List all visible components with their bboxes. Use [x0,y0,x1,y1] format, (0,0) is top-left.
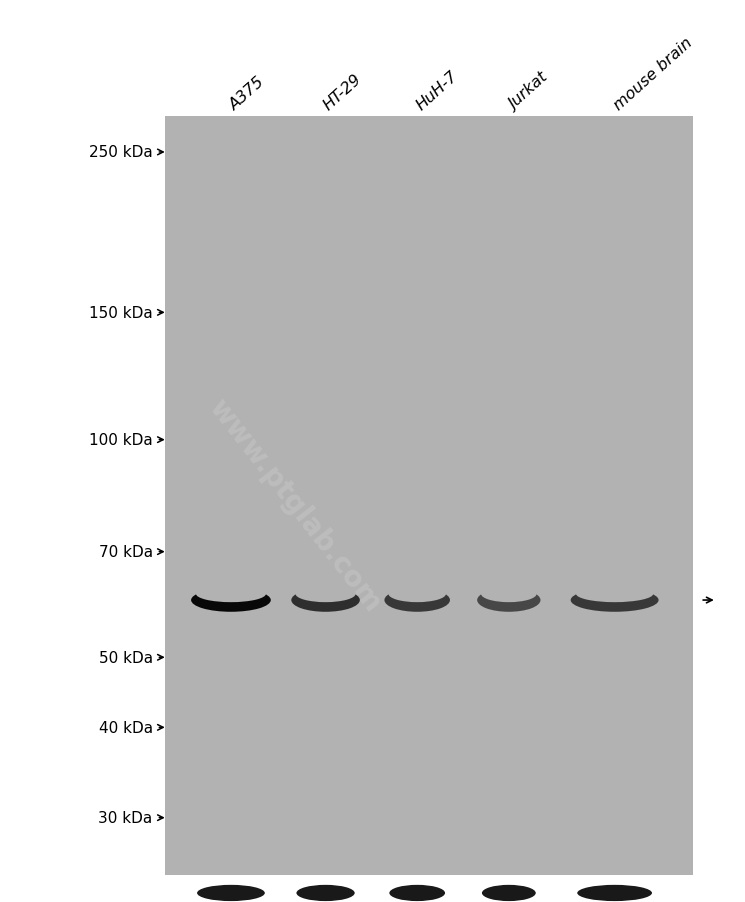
Ellipse shape [291,589,360,612]
Bar [165,117,693,875]
Ellipse shape [577,885,652,901]
Ellipse shape [390,885,445,901]
Text: www.ptglab.com: www.ptglab.com [203,393,386,617]
Ellipse shape [384,589,450,612]
Text: 150 kDa: 150 kDa [89,306,153,320]
Ellipse shape [388,585,446,603]
Ellipse shape [571,589,659,612]
Text: mouse brain: mouse brain [611,35,695,113]
Text: HT-29: HT-29 [320,71,364,113]
Ellipse shape [191,589,271,612]
Text: 70 kDa: 70 kDa [98,545,153,559]
Ellipse shape [296,585,355,603]
Text: 30 kDa: 30 kDa [98,810,153,825]
Text: 50 kDa: 50 kDa [98,650,153,665]
Text: HuH-7: HuH-7 [413,69,460,113]
Text: 250 kDa: 250 kDa [89,145,153,161]
Text: 100 kDa: 100 kDa [89,433,153,447]
Text: Jurkat: Jurkat [507,70,551,113]
Ellipse shape [482,885,536,901]
Ellipse shape [576,585,653,603]
Ellipse shape [481,585,536,603]
Ellipse shape [196,585,266,603]
Text: 40 kDa: 40 kDa [98,720,153,735]
Ellipse shape [197,885,264,901]
Ellipse shape [477,589,541,612]
Ellipse shape [297,885,355,901]
Text: A375: A375 [227,74,268,113]
